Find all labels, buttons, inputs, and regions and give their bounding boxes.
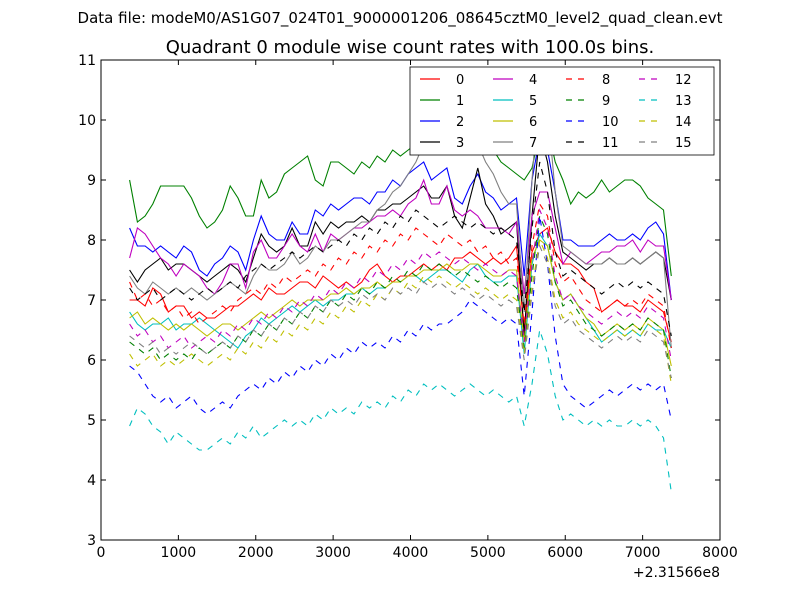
series-line-13: [129, 329, 672, 493]
axis-ticks: 0 1000 2000 3000 4000 5000 6000 7000 8000 3 4 5 6 7 8 9…: [78, 53, 738, 561]
legend-box: [409, 66, 715, 156]
x-tick-label: 4000: [393, 545, 429, 561]
legend-label-10: 10: [602, 115, 619, 130]
legend-label-13: 13: [675, 94, 692, 109]
chart-title: Quadrant 0 module wise count rates with …: [166, 37, 655, 58]
legend-label-1: 1: [456, 94, 464, 109]
y-tick-label: 9: [87, 173, 96, 189]
x-tick-label: 5000: [470, 545, 506, 561]
legend-label-2: 2: [456, 115, 464, 130]
series-line-0: [129, 227, 672, 343]
y-tick-label: 3: [87, 533, 96, 549]
series-line-10: [129, 215, 672, 421]
legend-label-8: 8: [602, 73, 610, 88]
legend-label-3: 3: [456, 136, 464, 151]
x-tick-label: 3000: [315, 545, 351, 561]
x-axis-offset-label: +2.31566e8: [633, 565, 720, 581]
y-tick-label: 6: [87, 353, 96, 369]
series-layer: [129, 77, 672, 493]
x-tick-label: 6000: [547, 545, 583, 561]
legend-label-9: 9: [602, 94, 610, 109]
legend-label-5: 5: [529, 94, 537, 109]
x-tick-label: 8000: [702, 545, 738, 561]
legend-label-14: 14: [675, 115, 692, 130]
legend-label-12: 12: [675, 73, 692, 88]
y-tick-label: 8: [87, 233, 96, 249]
legend-label-11: 11: [602, 136, 619, 151]
y-tick-label: 5: [87, 413, 96, 429]
legend-label-0: 0: [456, 73, 464, 88]
y-tick-label: 10: [78, 113, 96, 129]
y-tick-label: 7: [87, 293, 96, 309]
legend-label-4: 4: [529, 73, 537, 88]
series-line-9: [129, 213, 672, 379]
x-tick-label: 7000: [625, 545, 661, 561]
y-tick-label: 11: [78, 53, 96, 69]
series-line-1: [129, 125, 672, 277]
series-line-12: [129, 207, 672, 361]
x-tick-label: 2000: [238, 545, 274, 561]
y-tick-label: 4: [87, 473, 96, 489]
legend-label-15: 15: [675, 136, 692, 151]
series-line-8: [129, 202, 672, 349]
data-file-title: Data file: modeM0/AS1G07_024T01_90000012…: [77, 9, 723, 27]
x-tick-label: 0: [97, 545, 106, 561]
legend-label-7: 7: [529, 136, 537, 151]
x-tick-label: 1000: [161, 545, 197, 561]
series-line-11: [129, 161, 672, 337]
series-line-15: [129, 244, 672, 379]
series-line-3: [129, 131, 672, 337]
legend-label-6: 6: [529, 115, 537, 130]
